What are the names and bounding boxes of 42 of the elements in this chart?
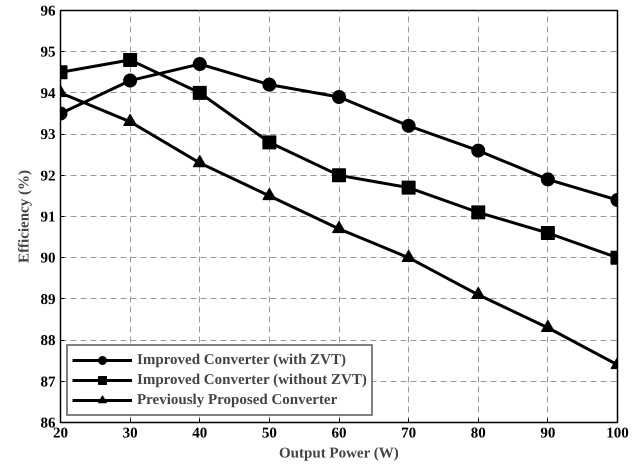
point: [123, 52, 138, 67]
x-tick-label: 40: [192, 426, 208, 442]
point: [471, 286, 486, 300]
point: [402, 180, 416, 195]
legend-label: Previously Proposed Converter: [137, 392, 338, 408]
point: [540, 320, 555, 332]
point: [540, 226, 555, 240]
x-tick-label: 70: [401, 426, 416, 442]
point: [262, 135, 276, 150]
point: [192, 86, 207, 100]
y-tick-label: 91: [40, 210, 56, 226]
y-tick-label: 90: [40, 250, 56, 267]
y-tick-label: 87: [40, 374, 56, 390]
point: [262, 188, 276, 200]
point: [123, 74, 138, 88]
x-tick-label: 50: [262, 426, 277, 442]
y-tick-label: 96: [40, 4, 56, 20]
x-tick-label: 90: [540, 426, 556, 442]
y-tick-label: 92: [40, 168, 56, 184]
point: [471, 144, 486, 158]
legend-label: Improved Converter (with ZVT): [137, 352, 346, 368]
point: [192, 57, 207, 72]
point: [402, 250, 416, 262]
x-tick-label: 60: [332, 426, 346, 442]
y-axis-title: Efficiency (%): [16, 170, 32, 263]
x-tick-label: 80: [470, 426, 486, 442]
point: [332, 168, 346, 182]
point: [262, 78, 276, 92]
y-tick-label: 93: [40, 127, 56, 144]
x-tick-label: 100: [606, 426, 629, 442]
point: [332, 90, 346, 104]
point: [471, 205, 486, 220]
point: [402, 118, 416, 133]
y-tick-label: 89: [40, 292, 56, 308]
point: [540, 172, 555, 186]
x-axis-title: Output Power (W): [279, 446, 399, 462]
x-tick-label: 30: [122, 426, 138, 442]
y-tick-label: 95: [40, 44, 56, 61]
y-tick-label: 94: [40, 86, 56, 102]
point: [332, 220, 346, 234]
legend-label: Improved Converter (without ZVT): [137, 372, 367, 388]
y-tick-label: 88: [40, 333, 56, 350]
